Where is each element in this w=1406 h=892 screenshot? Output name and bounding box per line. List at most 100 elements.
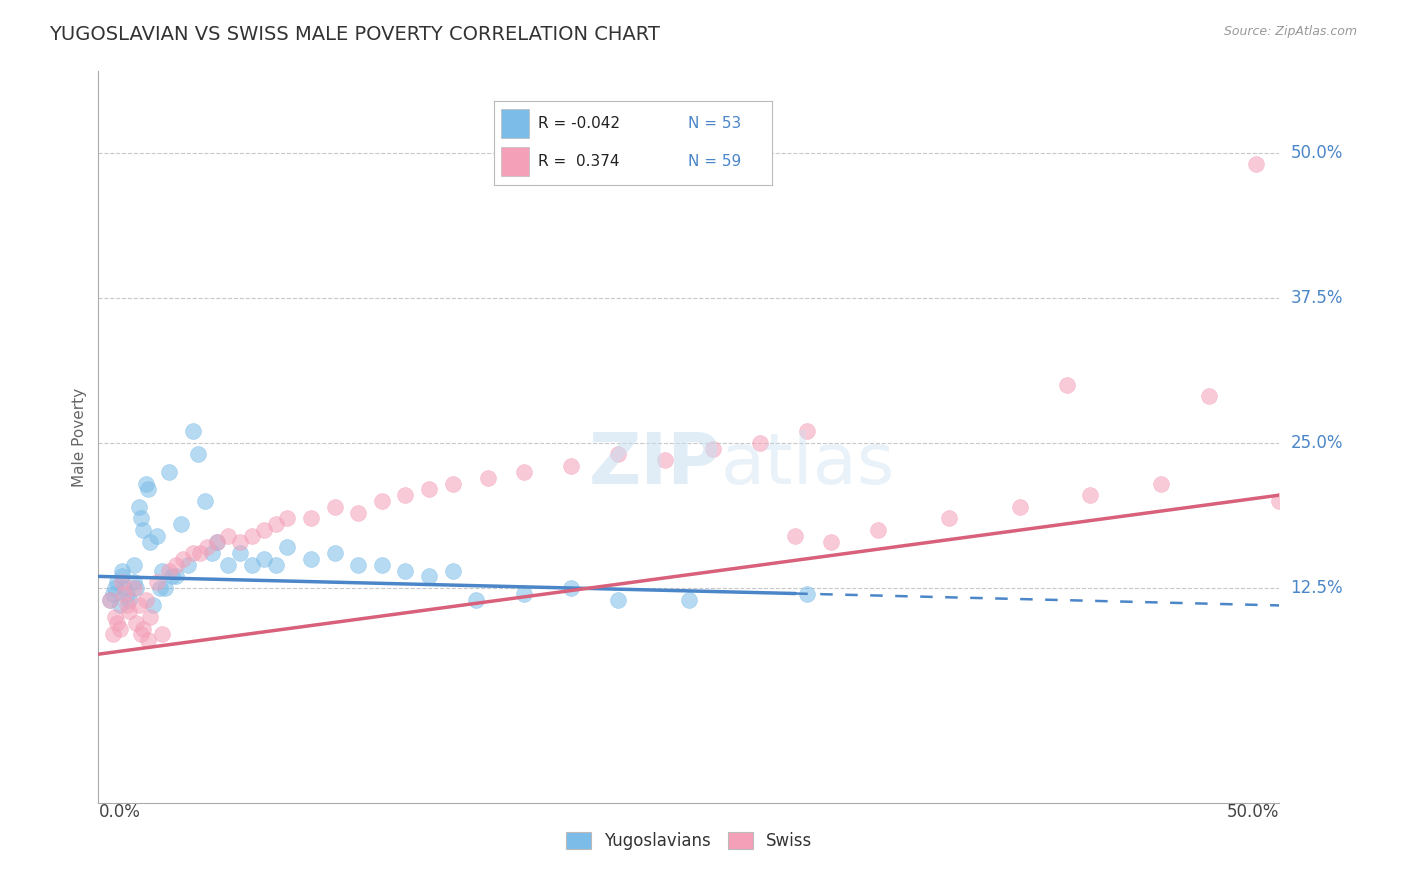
Point (165, 569, 187, 583)
Point (146, 529, 169, 543)
Point (560, 459, 582, 474)
Point (101, 627, 124, 641)
Point (181, 546, 204, 560)
Point (181, 424, 204, 438)
Point (194, 494, 217, 508)
Point (125, 581, 148, 595)
Point (139, 610, 162, 624)
Point (323, 500, 346, 514)
Point (217, 558, 239, 572)
Point (157, 465, 180, 479)
Point (128, 500, 150, 514)
Point (177, 558, 200, 572)
Point (108, 622, 131, 636)
Point (136, 633, 159, 648)
Point (1244, 157, 1267, 171)
Point (785, 529, 807, 543)
Point (122, 558, 145, 572)
Point (101, 587, 124, 601)
Text: atlas: atlas (720, 430, 896, 499)
Point (150, 564, 173, 578)
Point (146, 575, 169, 590)
Legend: Yugoslavians, Swiss: Yugoslavians, Swiss (560, 825, 818, 856)
Point (153, 581, 176, 595)
Point (128, 599, 150, 613)
Point (115, 599, 138, 613)
Point (135, 476, 157, 491)
Point (748, 436, 770, 450)
Point (135, 592, 157, 607)
Text: 50.0%: 50.0% (1291, 144, 1343, 161)
Point (418, 483, 440, 497)
Point (347, 558, 370, 572)
Point (129, 627, 152, 641)
Point (201, 546, 224, 560)
Point (253, 523, 276, 537)
Point (1008, 500, 1031, 514)
Point (938, 511, 960, 525)
Point (217, 529, 239, 543)
Point (111, 564, 134, 578)
Point (240, 558, 263, 572)
Point (820, 534, 842, 549)
Point (157, 564, 180, 578)
Point (142, 599, 165, 613)
Point (418, 569, 440, 583)
Point (264, 517, 287, 532)
Point (560, 581, 582, 595)
Point (678, 592, 700, 607)
Point (276, 511, 298, 525)
Point (323, 546, 346, 560)
Point (118, 604, 141, 618)
Point (394, 488, 416, 502)
Point (172, 552, 194, 566)
Point (229, 534, 252, 549)
Point (866, 523, 889, 537)
Text: 12.5%: 12.5% (1291, 579, 1343, 597)
Text: YUGOSLAVIAN VS SWISS MALE POVERTY CORRELATION CHART: YUGOSLAVIAN VS SWISS MALE POVERTY CORREL… (49, 25, 659, 44)
Point (240, 529, 263, 543)
Text: 50.0%: 50.0% (1227, 803, 1279, 821)
Point (229, 546, 252, 560)
Point (299, 511, 322, 525)
Point (512, 465, 534, 479)
Point (477, 471, 499, 485)
Text: 25.0%: 25.0% (1291, 434, 1343, 452)
Point (1198, 389, 1220, 403)
Text: 37.5%: 37.5% (1291, 289, 1343, 307)
Point (118, 592, 141, 607)
Point (108, 599, 131, 613)
Point (1150, 476, 1173, 491)
Point (98, 592, 121, 607)
Point (104, 581, 127, 595)
Point (150, 627, 173, 641)
Point (170, 517, 193, 532)
Point (253, 552, 276, 566)
Text: 0.0%: 0.0% (98, 803, 141, 821)
Point (1268, 494, 1291, 508)
Point (299, 552, 322, 566)
Point (607, 448, 630, 462)
Point (160, 569, 183, 583)
Point (702, 442, 724, 456)
Point (125, 615, 148, 630)
Point (187, 448, 209, 462)
Point (136, 483, 159, 497)
Point (129, 511, 152, 525)
Point (111, 575, 134, 590)
Point (165, 558, 187, 572)
Point (132, 523, 155, 537)
Point (371, 558, 394, 572)
Point (607, 592, 630, 607)
Point (796, 587, 818, 601)
Point (1056, 377, 1078, 392)
Point (112, 581, 135, 595)
Point (796, 424, 818, 438)
Point (205, 534, 228, 549)
Y-axis label: Male Poverty: Male Poverty (72, 387, 87, 487)
Point (276, 541, 298, 555)
Text: ZIP: ZIP (588, 430, 720, 499)
Point (105, 575, 128, 590)
Point (441, 476, 464, 491)
Point (105, 615, 128, 630)
